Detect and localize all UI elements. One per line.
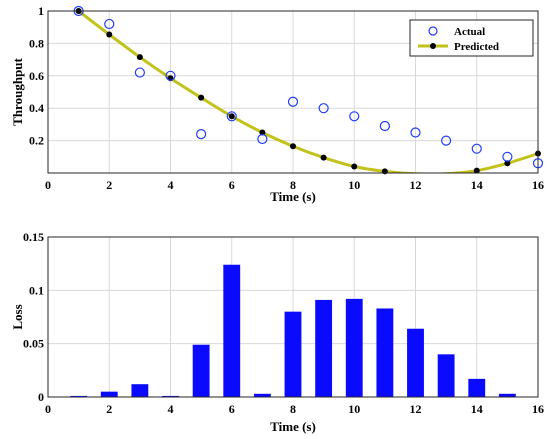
legend-box [409,19,534,57]
actual-point [441,135,452,146]
x-tick-label: 0 [45,178,51,192]
actual-point [379,120,390,132]
loss-bar [100,391,118,397]
throughput-tick-labels: 0 2 4 6 8 10 12 14 16 0.2 0.4 0.6 0.8 1 [29,4,544,192]
predicted-point [136,54,143,61]
x-tick-label: 2 [106,178,112,192]
predicted-point [473,167,480,174]
x-tick-label: 4 [168,178,174,192]
loss-bar [498,393,516,397]
y-tick-label: 0.6 [29,69,44,83]
y-tick-label: 0.1 [29,283,44,297]
loss-x-axis-label: Time (s) [270,419,316,434]
loss-bar [131,384,149,397]
legend-predicted-label: Predicted [454,41,499,53]
loss-bars [70,264,516,397]
actual-point [502,151,513,162]
x-tick-label: 4 [168,402,174,416]
x-tick-label: 12 [410,178,422,192]
actual-point [165,70,176,81]
predicted-point [320,154,327,161]
y-tick-label: 0.8 [29,36,44,50]
loss-bar [407,328,424,397]
loss-chart: 0 2 4 6 8 10 12 14 16 0 0.05 0.1 0.15 Loss Time (s) [10,230,544,434]
loss-bar [223,264,241,397]
actual-point [349,111,360,122]
loss-bar [376,308,394,397]
predicted-point [198,94,205,101]
x-tick-label: 0 [45,402,51,416]
predicted-point [259,129,266,136]
loss-bar [70,395,88,397]
x-tick-label: 10 [348,402,360,416]
x-tick-label: 16 [532,178,544,192]
y-tick-label: 1 [38,4,44,18]
y-tick-label: 0.15 [23,230,44,244]
throughput-x-axis-label: Time (s) [270,189,316,204]
y-tick-label: 0.2 [29,134,44,148]
predicted-point [351,163,358,170]
throughput-legend: Actual Predicted [409,19,534,57]
loss-bar [284,311,302,397]
loss-bar [437,354,455,397]
x-tick-label: 14 [471,178,483,192]
predicted-point [290,143,296,150]
y-tick-label: 0.4 [29,101,44,115]
throughput-axes-frame [47,10,539,174]
actual-point [471,143,482,154]
y-tick-label: 0 [38,390,44,404]
loss-bar [253,393,271,397]
actual-point [104,18,115,30]
loss-bar [192,344,210,397]
x-tick-label: 16 [532,402,544,416]
x-tick-label: 8 [290,178,296,192]
actual-point [257,133,268,145]
actual-point [134,67,145,78]
y-tick-label: 0.05 [23,337,44,351]
x-tick-label: 10 [348,178,360,192]
legend-actual-label: Actual [454,26,485,38]
x-tick-label: 12 [410,402,422,416]
actual-point [226,111,237,122]
x-tick-label: 14 [471,402,483,416]
loss-bar [468,378,486,397]
loss-y-axis-label: Loss [10,304,25,329]
actual-point [287,96,299,107]
predicted-point [504,160,511,167]
loss-bar [345,298,363,397]
loss-bar [315,299,333,397]
actual-point [318,103,329,114]
loss-axes-frame [47,236,539,398]
loss-bar [162,395,179,397]
throughput-chart: 0 2 4 6 8 10 12 14 16 0.2 0.4 0.6 0.8 1 Throughput Ti… [10,4,544,204]
predicted-point [106,31,113,38]
x-tick-label: 6 [229,402,235,416]
x-tick-label: 8 [290,402,296,416]
loss-tick-labels: 0 2 4 6 8 10 12 14 16 0 0.05 0.1 0.15 [23,230,544,416]
x-tick-label: 6 [229,178,235,192]
predicted-point [228,113,235,120]
legend-actual-marker [428,26,438,36]
x-tick-label: 2 [106,402,112,416]
throughput-y-axis-label: Throughput [10,57,25,125]
actual-point [410,127,421,138]
legend-predicted-marker [430,43,436,49]
actual-point [196,129,207,140]
